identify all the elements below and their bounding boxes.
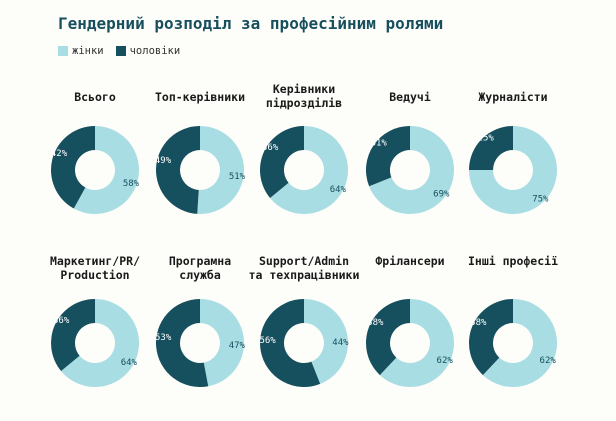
- data-label-men: 38%: [470, 318, 487, 328]
- donut-slice-men: [259, 299, 321, 387]
- legend-swatch-men: [115, 46, 126, 56]
- chart-title: Гендерний розподіл за професійним ролями: [58, 14, 444, 33]
- data-label-men: 53%: [155, 333, 172, 343]
- data-label-women: 64%: [121, 358, 138, 368]
- donut-slice-men: [469, 299, 513, 376]
- category-label: Програмна служба: [168, 254, 232, 282]
- donut-slice-men: [51, 299, 95, 372]
- data-label-women: 64%: [330, 185, 347, 195]
- data-label-men: 49%: [155, 156, 172, 166]
- data-label-men: 42%: [51, 149, 68, 159]
- data-label-men: 36%: [53, 316, 70, 326]
- donut-slice-women: [197, 126, 244, 214]
- donut-slice-men: [366, 126, 410, 187]
- donut-slice-men: [260, 126, 304, 199]
- donut-slice-women: [61, 299, 140, 387]
- donut-slice-men: [155, 126, 200, 214]
- legend: жінки чоловіки: [58, 45, 186, 57]
- data-label-men: 25%: [478, 134, 495, 144]
- data-label-women: 62%: [437, 356, 454, 366]
- category-label: Support/Admin та техпрацівники: [248, 254, 360, 282]
- legend-label-women: жінки: [72, 45, 104, 57]
- category-label: Маркетинг/PR/ Production: [49, 254, 140, 282]
- data-label-women: 75%: [532, 194, 549, 204]
- data-label-men: 56%: [259, 336, 276, 346]
- category-label: Журналісти: [478, 90, 548, 104]
- donut-slice-women: [369, 126, 455, 214]
- donut-slice-men: [51, 126, 95, 209]
- donut-slice-women: [73, 126, 140, 215]
- data-label-women: 58%: [123, 179, 140, 189]
- legend-item-women: жінки: [58, 45, 104, 57]
- donut-slice-women: [200, 299, 245, 387]
- category-label: Керівники підрозділів: [265, 82, 343, 110]
- category-label: Ведучі: [389, 90, 431, 104]
- data-label-women: 51%: [229, 172, 246, 182]
- category-label: Фрілансери: [375, 254, 445, 268]
- donut-slice-men: [156, 299, 209, 387]
- donut-slice-women: [482, 299, 557, 387]
- category-label: Інші професії: [467, 254, 558, 268]
- donut-slice-women: [469, 126, 557, 214]
- donut-slice-women: [270, 126, 349, 214]
- donut-slice-women: [304, 299, 348, 384]
- data-label-women: 47%: [229, 341, 246, 351]
- legend-label-men: чоловіки: [129, 45, 181, 57]
- legend-swatch-women: [58, 46, 68, 56]
- data-label-men: 36%: [262, 143, 279, 153]
- data-label-men: 31%: [371, 138, 388, 148]
- legend-item-men: чоловіки: [115, 45, 181, 57]
- donut-slice-women: [379, 299, 454, 387]
- donut-slice-men: [469, 126, 513, 170]
- data-label-men: 38%: [367, 318, 384, 328]
- category-label: Всього: [74, 90, 116, 104]
- data-label-women: 62%: [540, 356, 557, 366]
- donut-slice-men: [366, 299, 410, 376]
- data-label-women: 44%: [332, 338, 349, 348]
- category-label: Топ-керівники: [154, 90, 245, 104]
- data-label-women: 69%: [433, 190, 450, 200]
